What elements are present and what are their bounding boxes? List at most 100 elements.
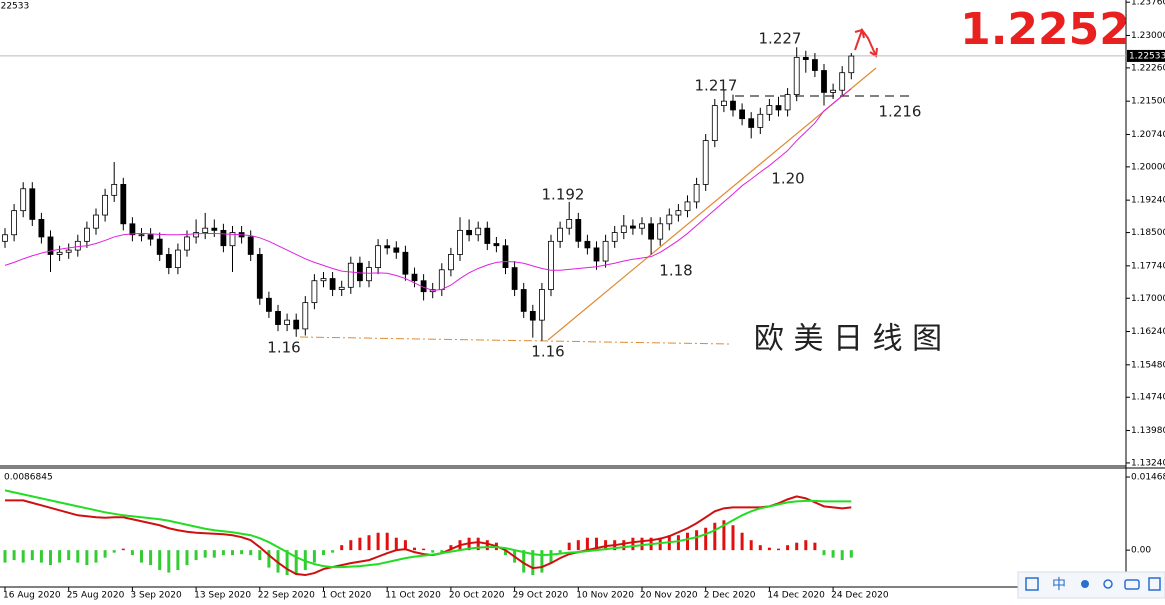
candle-body <box>812 59 818 71</box>
histogram-bar <box>522 550 526 573</box>
histogram-bar <box>695 530 699 551</box>
toolbar-icon[interactable] <box>1081 580 1089 588</box>
candle-body <box>293 319 300 330</box>
y-tick-label: 1.14740 <box>1131 393 1165 403</box>
histogram-bar <box>722 520 726 551</box>
histogram-bar <box>285 550 289 576</box>
candle-body <box>730 100 736 111</box>
candle-body <box>38 219 45 238</box>
ime-label[interactable]: 中 <box>1052 577 1066 593</box>
candle-body <box>575 219 582 242</box>
histogram-bar <box>149 550 153 566</box>
histogram-bar <box>713 522 717 551</box>
histogram-bar <box>49 550 52 566</box>
histogram-bar <box>795 542 799 551</box>
y-tick-label: 1.15480 <box>1131 360 1165 370</box>
candle-body <box>184 236 190 251</box>
candle-body <box>666 214 673 225</box>
histogram-bar <box>267 550 271 568</box>
histogram-bar <box>540 550 544 573</box>
x-tick-label: 10 Nov 2020 <box>576 591 634 601</box>
candle-body <box>766 105 773 115</box>
histogram-bar <box>758 545 762 551</box>
candle-body <box>2 234 8 242</box>
candle-body <box>20 188 27 212</box>
histogram-bar <box>39 550 43 563</box>
candle-body <box>584 240 591 249</box>
candle-body <box>502 245 509 268</box>
histogram-bar <box>631 537 635 551</box>
candle-body <box>65 249 72 253</box>
histogram-bar <box>349 540 353 551</box>
candle-body <box>356 262 363 282</box>
histogram-bar <box>786 545 790 551</box>
current-price-corner: 1.22533 <box>0 2 29 12</box>
candle-body <box>156 238 163 255</box>
histogram-bar <box>121 548 125 551</box>
candle-body <box>375 245 382 268</box>
histogram-bar <box>422 548 426 551</box>
x-tick-label: 13 Sep 2020 <box>194 591 251 601</box>
histogram-bar <box>221 550 225 556</box>
candle-body <box>220 229 227 247</box>
histogram-bar <box>249 550 253 556</box>
histogram-bar <box>777 548 780 551</box>
candle-body <box>648 223 654 240</box>
histogram-bar <box>358 537 362 551</box>
toolbar-icon[interactable] <box>1124 579 1140 590</box>
annotation: 欧 美 日 线 图 <box>754 322 942 357</box>
candle-body <box>438 269 445 290</box>
x-tick-label: 1 Oct 2020 <box>322 591 372 601</box>
candle-body <box>11 210 18 236</box>
y-tick-label: 1.20000 <box>1131 162 1165 172</box>
histogram-bar <box>158 550 162 571</box>
candle-body <box>466 229 473 236</box>
candle-body <box>256 254 263 299</box>
histogram-bar <box>449 545 453 551</box>
candle-body <box>684 201 691 212</box>
candle-body <box>129 223 136 236</box>
candle-body <box>74 240 81 251</box>
candle-body <box>93 214 99 229</box>
candle-body <box>311 280 318 304</box>
candle-body <box>775 105 782 111</box>
candle-body <box>447 254 454 271</box>
candle-body <box>211 227 218 231</box>
annotation: 1.16 <box>531 343 564 361</box>
y-tick-label: 1.13240 <box>1131 458 1165 468</box>
annotation: 1.20 <box>771 170 804 188</box>
candle-body <box>784 94 791 111</box>
histogram-bar <box>731 525 735 551</box>
toolbar-icon[interactable] <box>1103 579 1113 589</box>
y-tick-label: 1.16240 <box>1131 327 1165 337</box>
candle-body <box>821 70 827 93</box>
candle-body <box>402 251 409 275</box>
histogram-bar <box>312 550 316 563</box>
histogram-bar <box>331 550 335 553</box>
candle-body <box>593 247 600 262</box>
x-tick-label: 22 Sep 2020 <box>258 591 315 601</box>
toolbar-icon[interactable] <box>1148 577 1161 591</box>
candle-body <box>830 89 836 93</box>
histogram-bar <box>840 550 844 561</box>
macd-current-value: 0.0086845 <box>4 473 53 483</box>
annotation: 1.2252 <box>960 4 1130 55</box>
current-price-label: 1.22533 <box>1129 51 1165 61</box>
candle-body <box>711 105 718 141</box>
candle-body <box>557 227 563 242</box>
candle-body <box>193 232 200 238</box>
histogram-bar <box>394 537 398 551</box>
candle-body <box>138 234 145 237</box>
candle-body <box>520 289 527 312</box>
candle-body <box>102 194 108 216</box>
toolbar-icon[interactable] <box>1025 577 1039 591</box>
histogram-bar <box>595 537 598 551</box>
candle-body <box>566 219 573 229</box>
histogram-bar <box>103 550 107 558</box>
candle-body <box>411 273 418 282</box>
candle-body <box>657 223 664 240</box>
candle-body <box>529 310 536 321</box>
